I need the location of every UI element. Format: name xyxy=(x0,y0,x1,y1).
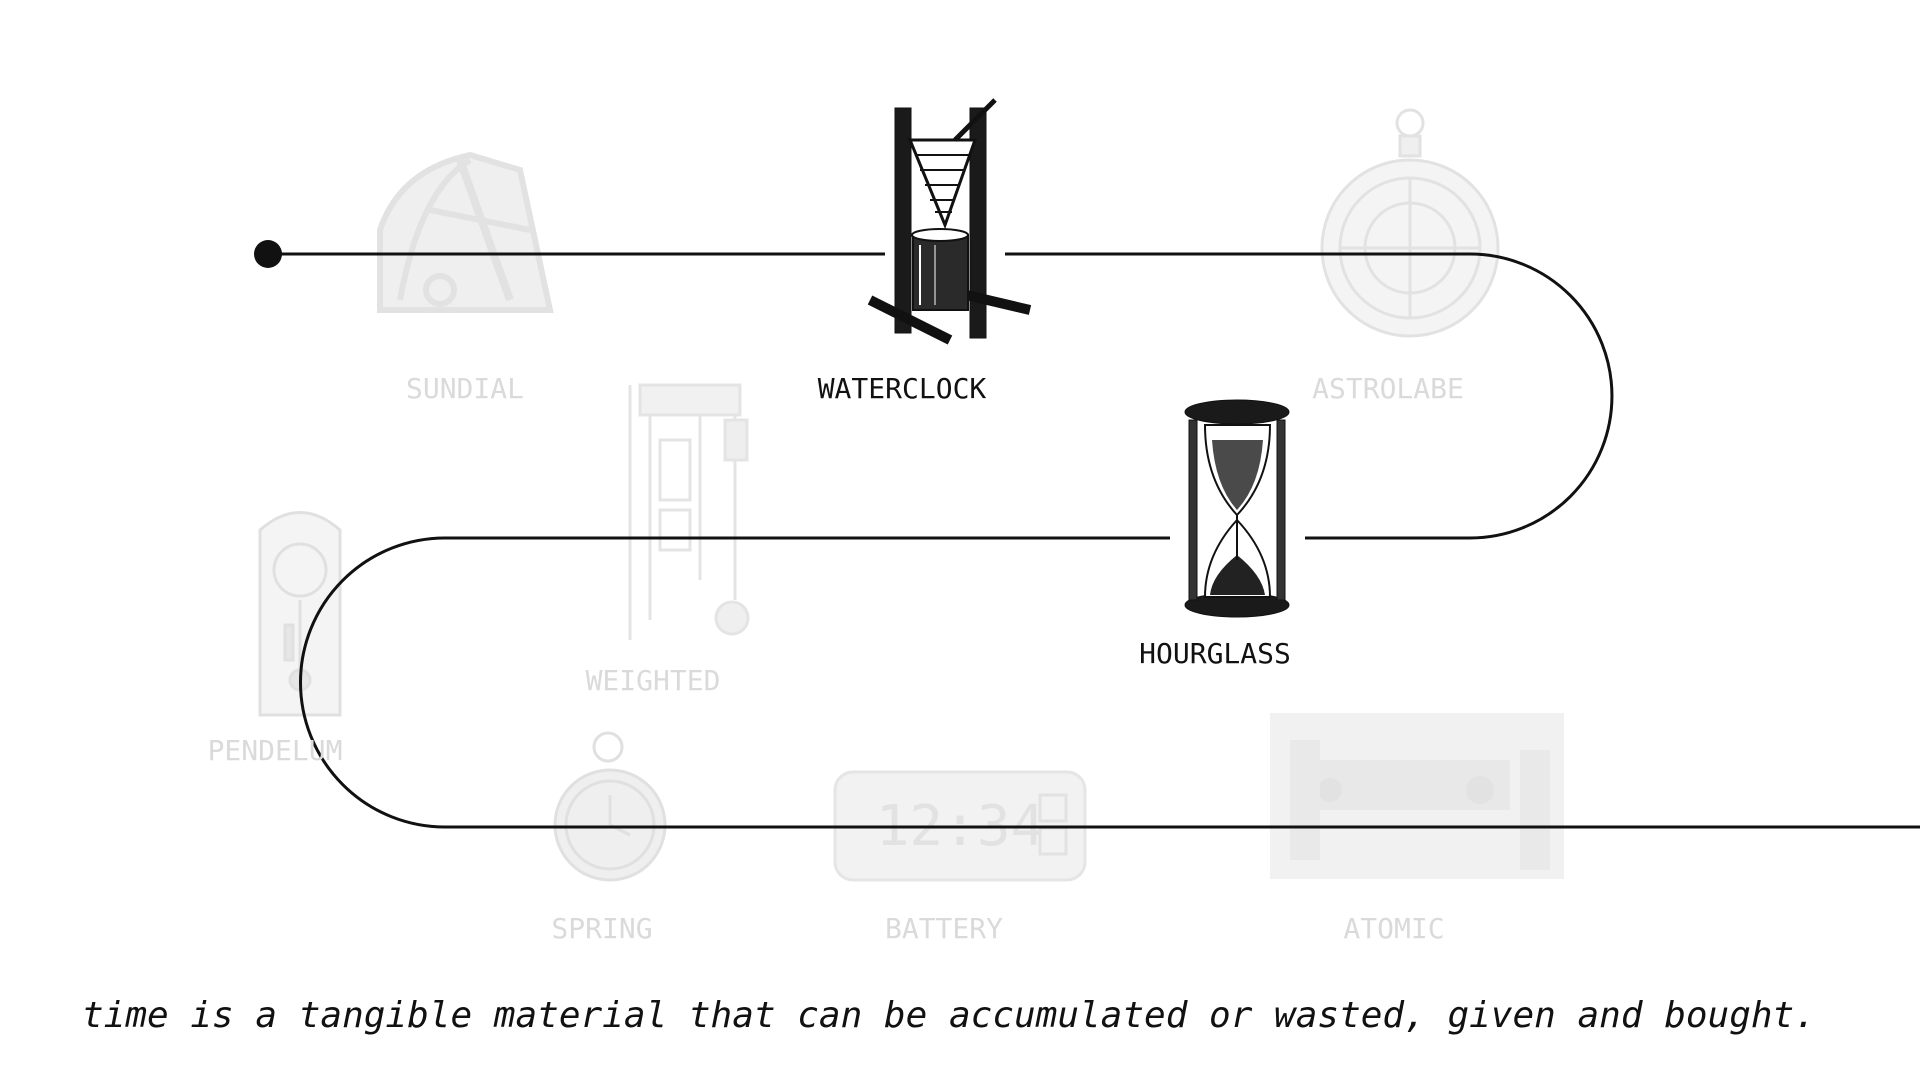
stage-label-battery: BATTERY xyxy=(885,912,1003,945)
stage-label-sundial: SUNDIAL xyxy=(406,372,524,405)
waterclock-icon xyxy=(867,98,1032,345)
caption-quote: time is a tangible material that can be … xyxy=(82,995,1816,1036)
stage-label-weighted: WEIGHTED xyxy=(586,664,721,697)
stage-label-waterclock: WATERCLOCK xyxy=(818,372,987,405)
astrolabe-icon xyxy=(1320,108,1500,338)
timeline-start-dot xyxy=(254,240,282,268)
stage-label-atomic: ATOMIC xyxy=(1343,912,1444,945)
timeline-path xyxy=(268,252,1920,829)
atomic-lab-icon xyxy=(1270,713,1564,879)
hourglass-icon xyxy=(1184,399,1290,618)
sundial-icon xyxy=(377,151,554,313)
stage-label-hourglass: HOURGLASS xyxy=(1139,637,1291,670)
pocket-watch-icon xyxy=(553,731,667,882)
stage-label-spring: SPRING xyxy=(551,912,652,945)
stage-label-pendelum: PENDELUM xyxy=(208,734,343,767)
stage-label-astrolabe: ASTROLABE xyxy=(1312,372,1464,405)
weighted-clock-icon xyxy=(628,383,750,640)
